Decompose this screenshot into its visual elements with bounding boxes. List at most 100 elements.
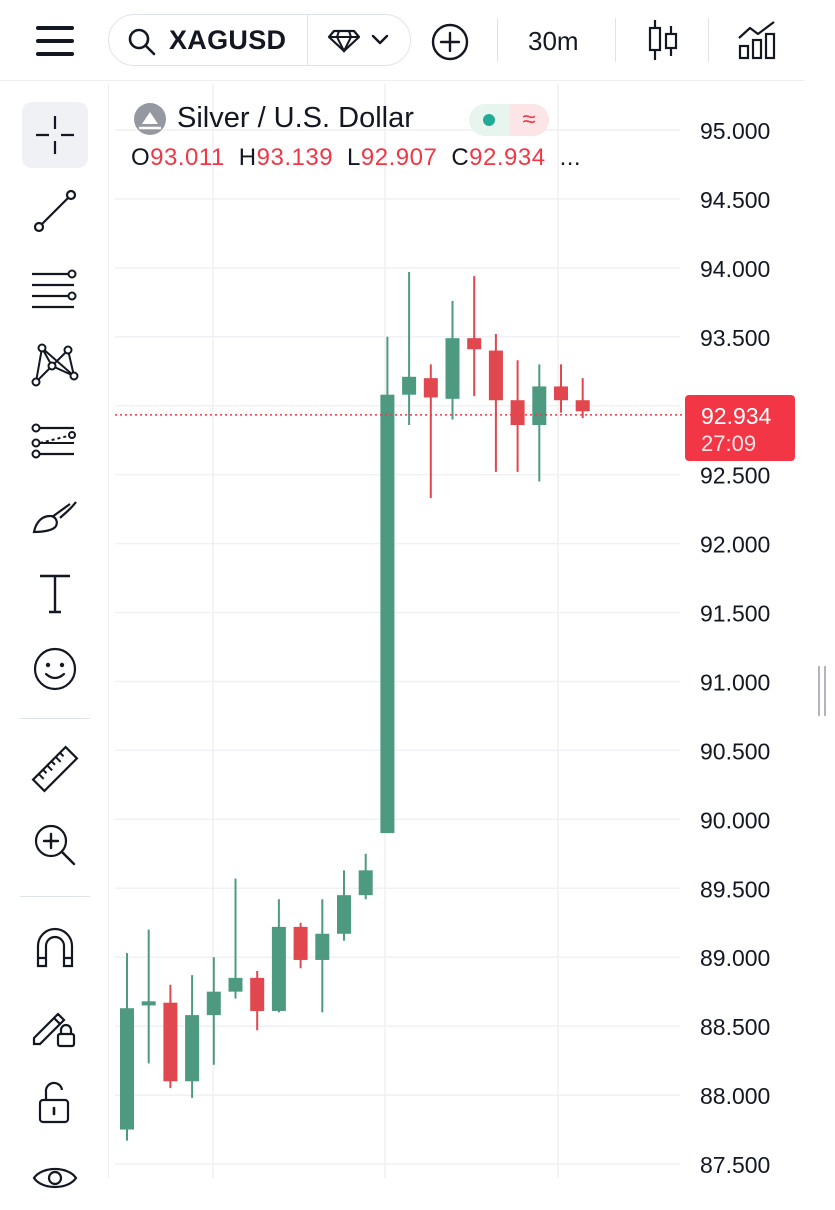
top-toolbar: XAGUSD 30m	[0, 0, 805, 81]
symbol-title[interactable]: Silver / U.S. Dollar	[177, 102, 414, 134]
toolbar-divider	[497, 18, 498, 62]
bar-countdown: 27:09	[701, 431, 757, 456]
crosshair-icon	[36, 116, 74, 154]
candlestick-chart[interactable]: 95.00094.50094.00093.50093.00092.50092.0…	[115, 84, 805, 1178]
last-price-label: 92.934 27:09	[685, 395, 795, 461]
patterns-icon	[31, 343, 79, 387]
symbol-search-box[interactable]: XAGUSD	[108, 14, 411, 66]
candle-body	[532, 386, 547, 426]
price-axis-tick: 92.000	[700, 532, 770, 558]
resize-handle[interactable]	[818, 666, 826, 716]
magnet-icon	[36, 927, 74, 968]
candle-body	[315, 933, 330, 960]
forecast-tool[interactable]	[22, 408, 88, 474]
last-price: 92.934	[701, 403, 772, 429]
candle-body	[185, 1015, 200, 1082]
candle-body	[467, 338, 482, 350]
price-axis-tick: 95.000	[700, 118, 770, 144]
brush-tool[interactable]	[22, 484, 88, 550]
legend-more-button[interactable]: ...	[559, 144, 582, 171]
patterns-tool[interactable]	[22, 332, 88, 398]
candle-body	[575, 400, 590, 412]
candle-body	[402, 376, 417, 395]
chart-pane[interactable]: 95.00094.50094.00093.50093.00092.50092.0…	[115, 84, 805, 1178]
price-axis-tick: 91.500	[700, 601, 770, 627]
candlestick-icon[interactable]	[646, 18, 680, 62]
price-axis-tick: 90.000	[700, 807, 770, 833]
ruler-tool[interactable]	[22, 736, 88, 802]
candle-body	[423, 378, 438, 398]
candle-body	[206, 991, 221, 1016]
price-axis-tick: 93.500	[700, 325, 770, 351]
diamond-icon[interactable]	[327, 29, 361, 53]
market-status-pill[interactable]: ≈	[469, 104, 549, 136]
trend-line-icon	[33, 189, 77, 233]
lock-drawings-tool[interactable]	[22, 992, 88, 1058]
data-delay-icon: ≈	[509, 104, 549, 136]
price-axis-tick: 94.000	[700, 256, 770, 282]
unlock-tool[interactable]	[22, 1070, 88, 1136]
eye-icon	[32, 1167, 78, 1189]
candle-body	[293, 926, 308, 960]
candle-body	[488, 350, 503, 401]
fib-retracement-icon	[32, 269, 77, 309]
price-axis-tick: 92.500	[700, 463, 770, 489]
hamburger-icon[interactable]	[36, 26, 74, 56]
emoji-icon	[33, 647, 77, 691]
candle-body	[445, 338, 460, 399]
price-axis-tick: 88.500	[700, 1014, 770, 1040]
eye-tool[interactable]	[22, 1144, 88, 1210]
toolbar-divider	[20, 896, 90, 897]
magnet-tool[interactable]	[22, 914, 88, 980]
toolbar-divider	[20, 718, 90, 719]
open-value: 93.011	[150, 144, 225, 171]
indicators-icon[interactable]	[736, 18, 778, 60]
toolbar-divider	[708, 18, 709, 62]
brush-icon	[32, 501, 77, 534]
ohlc-values: O93.011 H93.139 L92.907 C92.934...	[131, 144, 582, 171]
trend-line-tool[interactable]	[22, 178, 88, 244]
price-axis-tick: 91.000	[700, 669, 770, 695]
candle-body	[163, 1002, 178, 1082]
candle-body	[250, 977, 265, 1011]
candle-body	[228, 977, 243, 992]
text-tool[interactable]	[22, 560, 88, 626]
symbol-name[interactable]: XAGUSD	[169, 25, 287, 55]
interval-button[interactable]: 30m	[528, 26, 579, 56]
candle-body	[380, 394, 395, 834]
candle-body	[554, 386, 568, 401]
chevron-down-icon[interactable]	[371, 33, 389, 47]
plus-circle-icon[interactable]	[430, 22, 470, 62]
search-icon	[128, 28, 156, 56]
lock-drawings-icon	[32, 1012, 76, 1048]
high-value: 93.139	[256, 144, 334, 171]
price-axis-tick: 87.500	[700, 1152, 770, 1178]
price-axis-tick: 89.500	[700, 876, 770, 902]
search-divider	[307, 15, 308, 65]
crosshair-tool[interactable]	[22, 102, 88, 168]
toolbar-divider	[615, 18, 616, 62]
candle-body	[510, 400, 525, 426]
ruler-icon	[31, 745, 79, 793]
candle-body	[271, 926, 286, 1011]
text-icon	[40, 574, 70, 614]
price-axis-tick: 90.500	[700, 738, 770, 764]
silver-logo-icon	[134, 103, 166, 135]
fib-retracement-tool[interactable]	[22, 256, 88, 322]
candle-body	[120, 1008, 134, 1130]
drawing-toolbar	[0, 84, 109, 1189]
unlock-icon	[38, 1081, 70, 1124]
zoom-in-icon	[34, 824, 76, 866]
low-value: 92.907	[360, 144, 438, 171]
price-axis-tick: 89.000	[700, 945, 770, 971]
zoom-in-tool[interactable]	[22, 812, 88, 878]
emoji-tool[interactable]	[22, 636, 88, 702]
price-axis-tick: 88.000	[700, 1083, 770, 1109]
candle-body	[141, 1001, 156, 1006]
close-value: 92.934	[469, 144, 546, 171]
candle-body	[337, 895, 351, 934]
market-open-dot	[483, 114, 495, 126]
candle-body	[358, 870, 373, 896]
price-axis-tick: 94.500	[700, 187, 770, 213]
forecast-icon	[31, 423, 76, 459]
